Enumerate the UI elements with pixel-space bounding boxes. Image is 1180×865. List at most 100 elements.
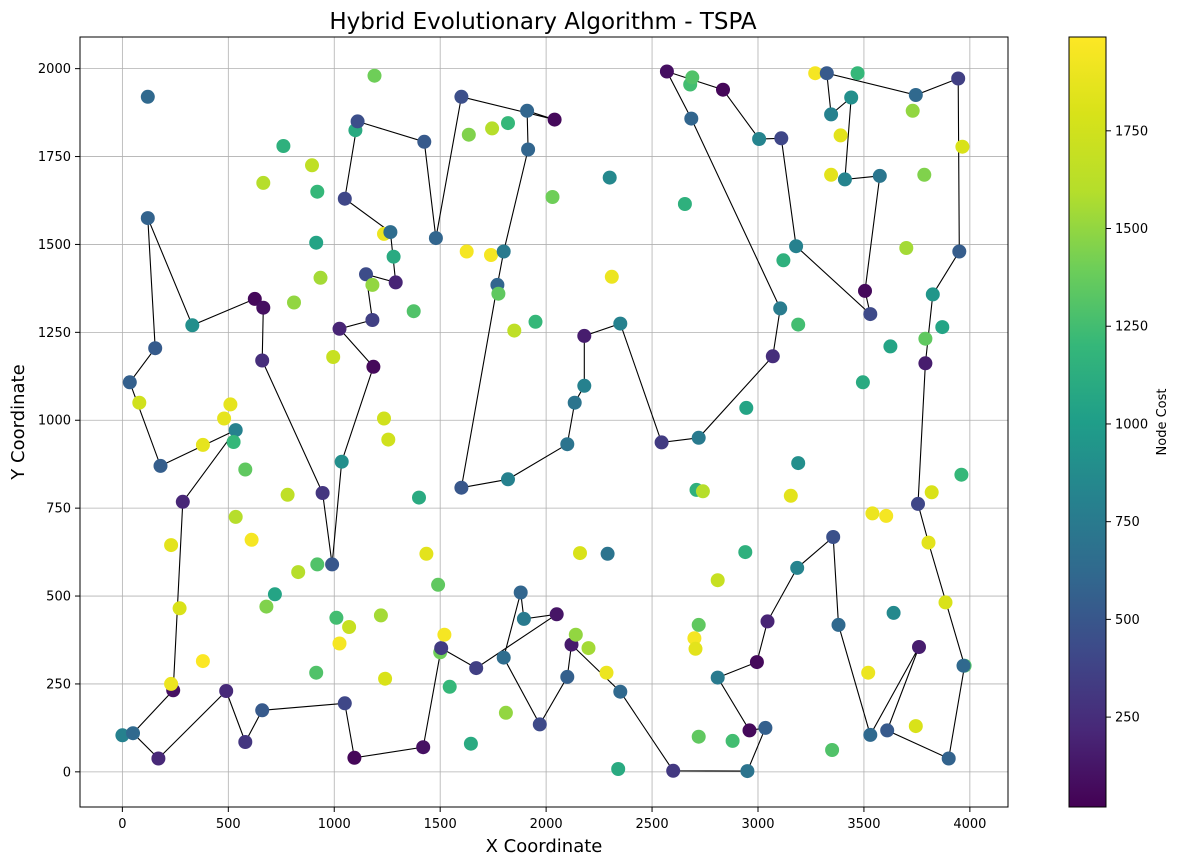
node-point-145	[758, 720, 773, 735]
node-point-143	[749, 655, 764, 670]
node-point-185	[918, 356, 933, 371]
node-point-173	[872, 168, 887, 183]
node-point-30	[256, 175, 271, 190]
node-point-192	[941, 751, 956, 766]
node-points	[115, 64, 972, 779]
node-point-62	[377, 411, 391, 426]
node-point-168	[858, 283, 872, 298]
node-point-190	[935, 320, 950, 335]
y-tick-label-8: 2000	[38, 62, 71, 77]
node-point-95	[507, 323, 522, 338]
node-point-12	[164, 676, 179, 691]
node-point-123	[666, 763, 681, 778]
node-point-74	[428, 231, 443, 246]
y-tick-label-4: 1000	[38, 414, 71, 429]
node-point-67	[386, 249, 401, 264]
colorbar-ticks: 250 500 750 1000 1250 1500 1750	[1106, 124, 1148, 726]
x-tick-label-1: 500	[216, 817, 241, 832]
node-point-180	[908, 719, 923, 734]
node-point-160	[825, 743, 840, 757]
grid-lines	[80, 37, 1008, 807]
node-point-56	[359, 267, 373, 282]
node-point-0	[115, 728, 130, 743]
colorbar-tick-label-5: 1500	[1115, 222, 1148, 237]
node-point-116	[602, 170, 617, 185]
node-point-75	[431, 577, 446, 592]
node-point-7	[153, 458, 168, 473]
node-point-84	[463, 736, 478, 751]
node-point-44	[325, 557, 340, 572]
node-point-3	[140, 211, 155, 226]
node-point-21	[244, 532, 259, 547]
node-point-124	[677, 197, 692, 211]
x-tick-label-0: 0	[118, 817, 126, 832]
node-point-154	[791, 456, 806, 471]
node-point-147	[765, 349, 780, 364]
colorbar-tick-label-3: 1000	[1115, 417, 1148, 432]
node-point-40	[313, 270, 328, 285]
node-point-176	[883, 339, 898, 354]
node-point-177	[886, 605, 901, 620]
node-point-144	[752, 132, 767, 146]
colorbar-tick-label-4: 1250	[1115, 320, 1148, 335]
node-point-36	[291, 565, 306, 580]
node-point-108	[567, 395, 582, 410]
node-point-92	[498, 705, 513, 720]
node-point-16	[223, 397, 238, 412]
node-point-47	[332, 636, 347, 651]
node-point-131	[691, 617, 706, 632]
node-point-1	[126, 726, 140, 741]
node-point-77	[434, 641, 449, 656]
node-point-151	[783, 488, 798, 503]
x-tick-label-6: 3000	[741, 817, 774, 832]
node-point-179	[905, 103, 920, 118]
colorbar-tick-label-1: 500	[1115, 613, 1140, 628]
y-tick-label-6: 1500	[38, 238, 71, 253]
node-point-181	[908, 88, 923, 102]
node-point-45	[326, 350, 341, 364]
x-tick-label-5: 2500	[636, 817, 669, 832]
colorbar-tick-label-6: 1750	[1115, 124, 1148, 139]
node-point-138	[725, 733, 740, 748]
node-point-72	[419, 546, 434, 561]
node-point-170	[863, 307, 878, 322]
node-point-152	[789, 239, 804, 254]
node-point-111	[577, 328, 592, 343]
node-point-63	[378, 671, 393, 686]
node-point-126	[685, 70, 700, 85]
y-tick-label-0: 0	[63, 765, 71, 780]
node-point-164	[837, 172, 852, 187]
node-point-183	[912, 640, 926, 654]
y-axis-label: Y Coordinate	[8, 364, 29, 480]
node-point-141	[740, 764, 755, 779]
node-point-105	[560, 437, 575, 452]
node-point-184	[917, 167, 932, 182]
node-point-119	[613, 316, 628, 331]
node-point-20	[228, 509, 243, 524]
node-point-110	[573, 546, 587, 561]
node-point-57	[365, 313, 380, 327]
node-point-17	[228, 423, 243, 438]
node-point-28	[256, 300, 271, 315]
node-point-86	[484, 248, 498, 262]
y-tick-label-2: 500	[46, 590, 71, 605]
node-point-128	[687, 631, 702, 646]
node-point-114	[600, 546, 615, 561]
node-point-162	[831, 617, 846, 632]
node-point-18	[226, 435, 241, 449]
node-point-171	[863, 727, 878, 742]
node-point-132	[691, 430, 706, 445]
node-point-29	[255, 353, 270, 368]
node-point-182	[911, 496, 925, 511]
y-tick-label-5: 1250	[38, 326, 71, 341]
node-point-49	[332, 321, 347, 336]
chart-title: Hybrid Evolutionary Algorithm - TSPA	[329, 9, 757, 35]
node-point-187	[921, 535, 936, 550]
node-point-120	[613, 684, 628, 699]
node-point-142	[742, 723, 757, 738]
node-point-97	[516, 611, 531, 626]
node-point-175	[880, 723, 895, 738]
node-point-22	[185, 318, 200, 333]
node-point-189	[925, 287, 940, 302]
node-point-71	[416, 740, 431, 755]
